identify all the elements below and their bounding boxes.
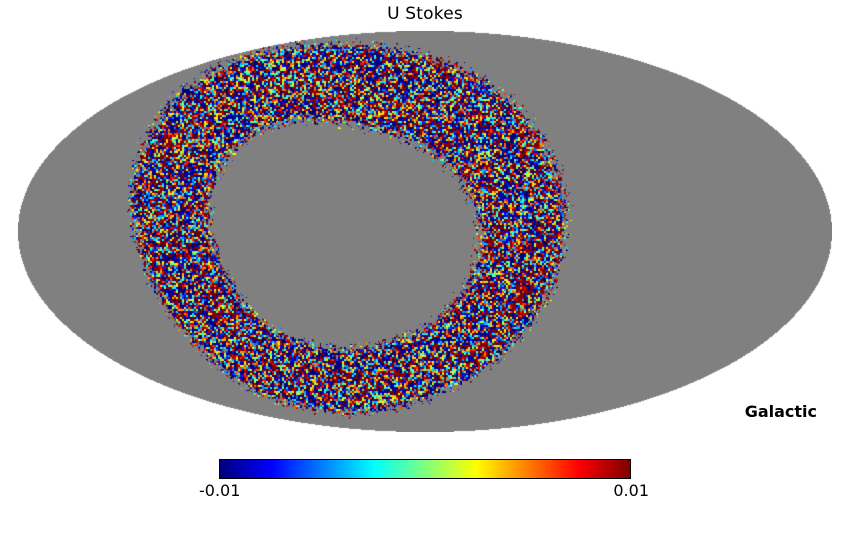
colorbar-canvas — [220, 460, 630, 478]
colorbar[interactable]: -0.01 0.01 — [199, 459, 649, 500]
colorbar-min-tick-label: -0.01 — [199, 481, 241, 500]
sky-map-panel[interactable] — [18, 31, 832, 432]
coordinate-system-label: Galactic — [744, 402, 817, 421]
mollweide-sky-map[interactable] — [18, 31, 832, 432]
colorbar-max-tick-label: 0.01 — [613, 481, 649, 500]
colorbar-gradient[interactable] — [219, 459, 631, 479]
page-title: U Stokes — [387, 4, 463, 24]
